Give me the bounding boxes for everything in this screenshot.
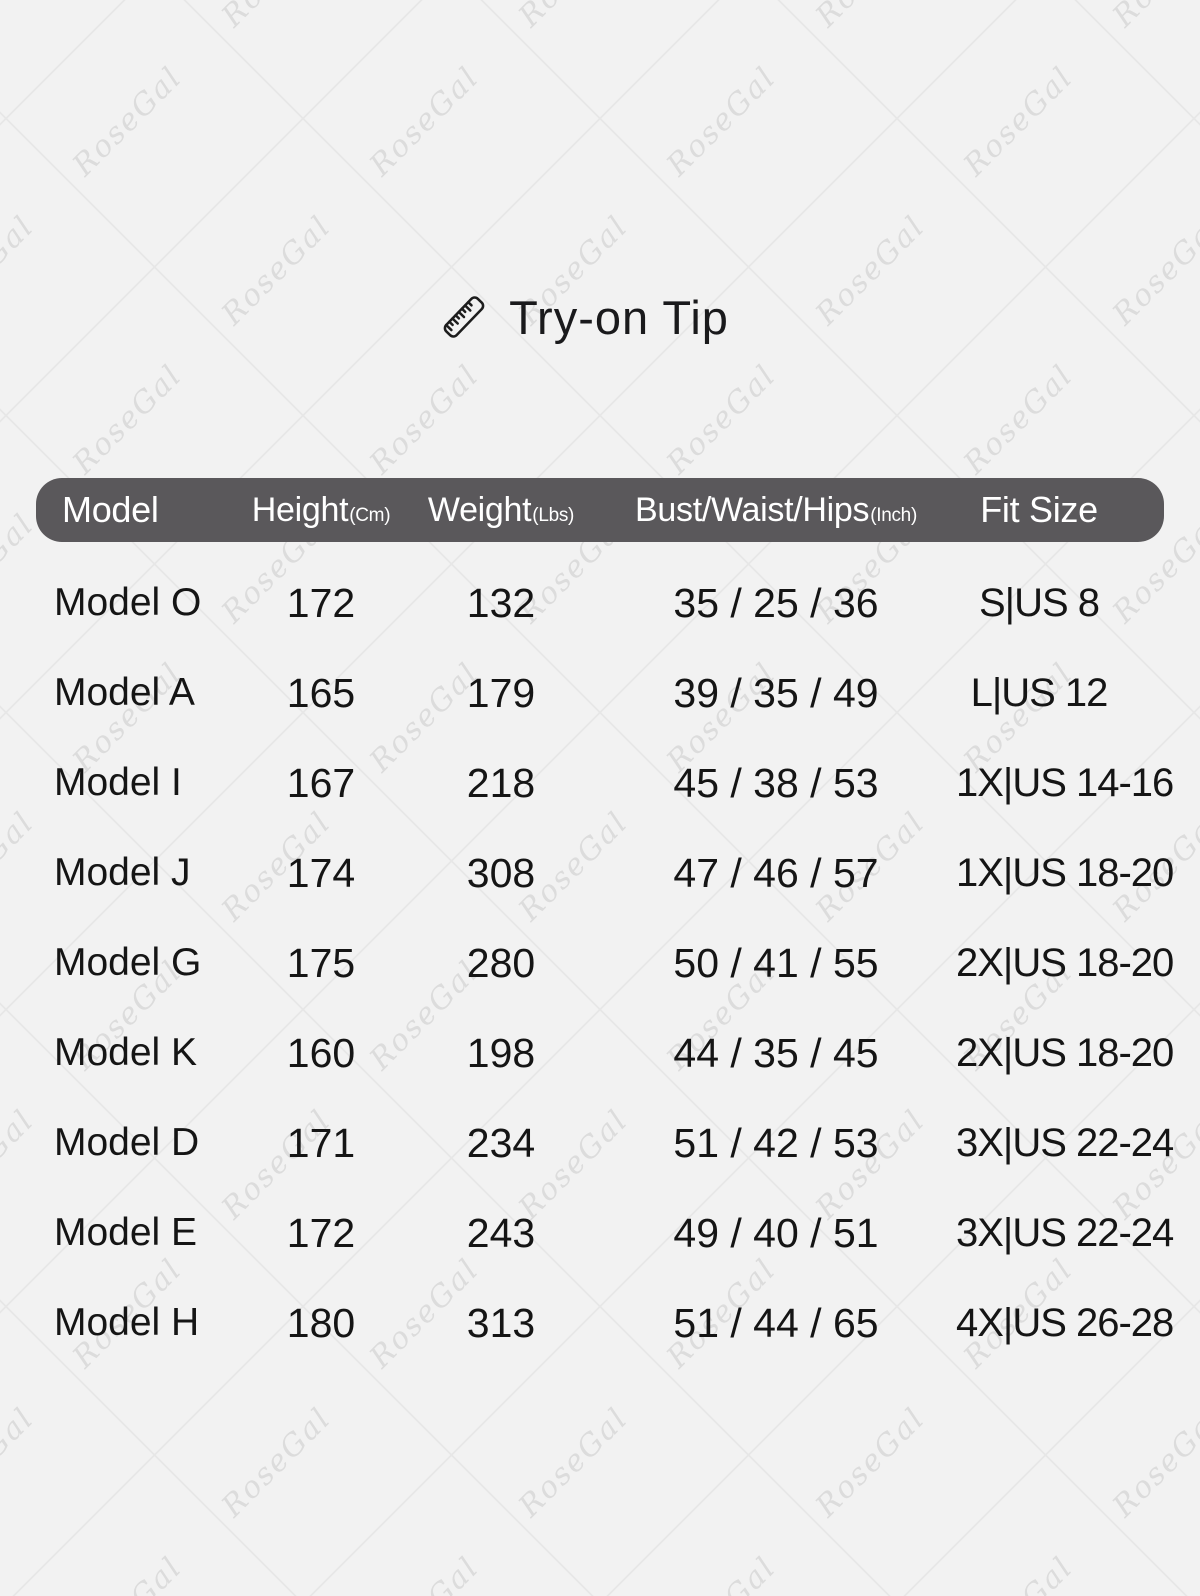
cell-model: Model E [54,1211,198,1254]
watermark-text: RoseGal [363,1550,486,1596]
column-label: Model [62,489,159,530]
watermark-text: RoseGal [809,0,932,34]
cell-bust-waist-hips: 51 / 42 / 53 [673,1119,879,1166]
cell-height: 175 [286,939,356,986]
watermark-text: RoseGal [957,59,1081,184]
column-label: Fit Size [980,489,1098,530]
cell-bust-waist-hips: 39 / 35 / 49 [673,669,879,716]
page-title: Try-on Tip [0,282,1182,352]
cell-model: Model G [54,941,202,984]
table-row: Model I 167 218 45 / 38 / 53 1X|US 14-16 [36,738,1174,828]
cell-fit-size: 1X|US 14-16 [956,760,1174,805]
watermark-text: RoseGal [512,1400,636,1525]
table-row: Model G 175 280 50 / 41 / 55 2X|US 18-20 [36,918,1174,1008]
cell-weight: 280 [466,939,536,986]
table-body: Model O 172 132 35 / 25 / 36 S|US 8 Mode… [36,542,1174,1368]
cell-fit-size: 3X|US 22-24 [956,1120,1174,1165]
cell-height: 171 [286,1119,356,1166]
cell-weight: 218 [466,759,536,806]
column-label: Weight [427,490,532,529]
watermark-text: RoseGal [957,357,1081,482]
cell-fit-size: S|US 8 [979,580,1100,625]
cell-model: Model A [54,671,195,714]
column-header-fit-size: Fit Size [956,489,1164,531]
watermark-text: RoseGal [66,1550,189,1596]
cell-bust-waist-hips: 49 / 40 / 51 [673,1209,879,1256]
cell-height: 172 [286,579,356,626]
watermark-text: RoseGal [957,1550,1080,1596]
watermark-text: RoseGal [1106,1400,1200,1525]
watermark-text: RoseGal [66,357,190,482]
watermark-text: RoseGal [215,0,338,34]
cell-fit-size: L|US 12 [970,670,1109,715]
cell-weight: 132 [466,579,536,626]
watermark-text: RoseGal [363,357,487,482]
watermark-text: RoseGal [660,59,784,184]
size-table: Model Height(Cm) Weight(Lbs) Bust/Waist/… [36,478,1174,1368]
table-row: Model A 165 179 39 / 35 / 49 L|US 12 [36,648,1164,738]
cell-model: Model H [54,1301,200,1344]
column-header-height: Height(Cm) [236,491,406,530]
cell-bust-waist-hips: 35 / 25 / 36 [673,579,879,626]
cell-model: Model D [54,1121,200,1164]
watermark-text: RoseGal [215,1400,339,1525]
cell-weight: 179 [466,669,536,716]
watermark-text: RoseGal [660,1550,783,1596]
watermark-text: RoseGal [660,357,784,482]
table-row: Model E 172 243 49 / 40 / 51 3X|US 22-24 [36,1188,1174,1278]
cell-fit-size: 2X|US 18-20 [956,940,1174,985]
column-header-model: Model [36,489,236,531]
cell-model: Model K [54,1031,198,1074]
cell-model: Model I [54,761,182,804]
column-label: Height [251,490,349,529]
cell-fit-size: 4X|US 26-28 [956,1300,1174,1345]
cell-height: 165 [286,669,356,716]
cell-bust-waist-hips: 50 / 41 / 55 [673,939,879,986]
cell-weight: 198 [466,1029,536,1076]
watermark-text: RoseGal [0,1400,42,1525]
column-header-bust-waist-hips: Bust/Waist/Hips(Inch) [596,491,956,530]
cell-fit-size: 2X|US 18-20 [956,1030,1174,1075]
cell-fit-size: 1X|US 18-20 [956,850,1174,895]
table-row: Model O 172 132 35 / 25 / 36 S|US 8 [36,558,1164,648]
table-row: Model D 171 234 51 / 42 / 53 3X|US 22-24 [36,1098,1174,1188]
cell-bust-waist-hips: 51 / 44 / 65 [673,1299,879,1346]
watermark-text: RoseGal [1106,0,1200,34]
cell-model: Model O [54,581,202,624]
watermark-text: RoseGal [363,59,487,184]
table-header: Model Height(Cm) Weight(Lbs) Bust/Waist/… [36,478,1164,542]
watermark-text: RoseGal [66,59,190,184]
cell-height: 174 [286,849,356,896]
cell-bust-waist-hips: 44 / 35 / 45 [673,1029,879,1076]
cell-weight: 234 [466,1119,536,1166]
cell-model: Model J [54,851,191,894]
table-row: Model J 174 308 47 / 46 / 57 1X|US 18-20 [36,828,1174,918]
cell-weight: 243 [466,1209,536,1256]
watermark-text: RoseGal [512,0,635,34]
column-unit: (Inch) [870,504,917,526]
table-row: Model K 160 198 44 / 35 / 45 2X|US 18-20 [36,1008,1174,1098]
ruler-icon [435,282,493,352]
cell-weight: 308 [466,849,536,896]
cell-bust-waist-hips: 47 / 46 / 57 [673,849,879,896]
cell-height: 160 [286,1029,356,1076]
cell-height: 172 [286,1209,356,1256]
column-label: Bust/Waist/Hips [635,490,870,529]
cell-fit-size: 3X|US 22-24 [956,1210,1174,1255]
watermark-text: RoseGal [0,0,41,34]
cell-weight: 313 [466,1299,536,1346]
table-row: Model H 180 313 51 / 44 / 65 4X|US 26-28 [36,1278,1174,1368]
cell-height: 180 [286,1299,356,1346]
column-unit: (Lbs) [532,504,575,526]
cell-bust-waist-hips: 45 / 38 / 53 [673,759,879,806]
column-unit: (Cm) [349,504,391,526]
column-header-weight: Weight(Lbs) [406,491,596,530]
page-title-text: Try-on Tip [509,290,729,344]
watermark-text: RoseGal [809,1400,933,1525]
cell-height: 167 [286,759,356,806]
